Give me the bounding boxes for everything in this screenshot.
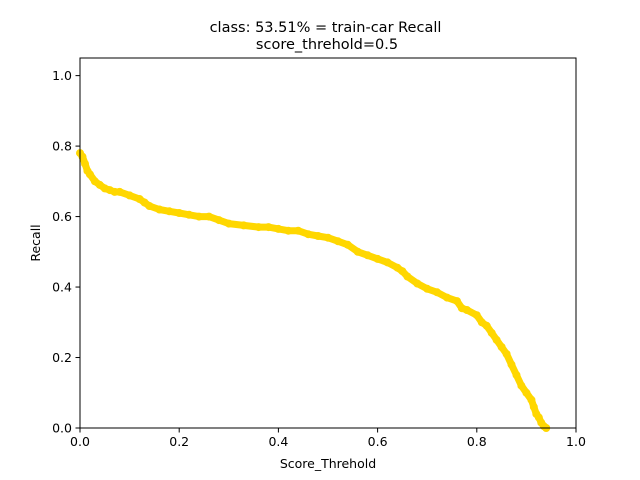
data-point: [363, 251, 372, 260]
data-point: [492, 335, 501, 344]
data-point: [527, 395, 536, 404]
data-point: [522, 388, 531, 397]
y-tick-label: 0.0: [52, 421, 72, 436]
series-line: [76, 149, 550, 432]
data-point: [433, 288, 442, 297]
data-point: [224, 219, 233, 228]
y-tick-label: 1.0: [52, 68, 72, 83]
series-layer: [76, 149, 551, 432]
y-axis-label: Recall: [28, 224, 43, 261]
x-axis: 0.0 0.2 0.4 0.6 0.8 1.0: [70, 428, 586, 449]
x-tick-label: 0.8: [467, 434, 487, 449]
data-point: [497, 343, 506, 351]
data-point: [517, 381, 526, 390]
x-axis-label: Score_Threhold: [280, 456, 376, 471]
data-point: [443, 293, 451, 302]
data-point: [85, 170, 94, 179]
data-point: [314, 232, 323, 240]
data-point: [214, 216, 223, 225]
y-tick-label: 0.6: [52, 209, 72, 224]
data-point: [254, 223, 263, 232]
x-tick-label: 0.4: [268, 434, 288, 449]
data-point: [125, 191, 134, 200]
data-point: [403, 272, 412, 281]
data-point: [423, 284, 432, 293]
chart-title: class: 53.51% = train-car Recall: [210, 20, 442, 36]
data-point: [165, 207, 174, 216]
data-point: [462, 306, 471, 314]
data-point: [529, 402, 538, 411]
data-point: [512, 371, 521, 380]
data-point: [264, 223, 273, 232]
data-point: [502, 350, 511, 358]
data-point: [175, 209, 184, 217]
data-point: [482, 321, 491, 330]
chart-subtitle: score_threhold=0.5: [256, 37, 398, 53]
data-point: [81, 159, 89, 168]
y-tick-label: 0.4: [52, 280, 72, 295]
data-point: [294, 226, 303, 235]
data-point: [155, 205, 164, 214]
data-point: [343, 240, 352, 249]
data-point: [472, 311, 481, 320]
data-point: [185, 210, 194, 219]
data-point: [333, 237, 342, 246]
data-point: [115, 187, 124, 196]
data-point: [413, 279, 422, 288]
plot-frame: [79, 57, 577, 429]
data-point: [304, 230, 313, 239]
y-axis: 0.0 0.2 0.4 0.6 0.8 1.0: [52, 68, 80, 436]
data-point: [195, 212, 203, 221]
data-point: [507, 360, 516, 369]
y-tick-label: 0.2: [52, 350, 72, 365]
data-point: [398, 267, 407, 276]
data-point: [373, 254, 382, 263]
data-point: [487, 328, 496, 337]
data-point: [284, 226, 293, 235]
x-tick-label: 0.2: [169, 434, 189, 449]
data-point: [239, 221, 248, 230]
data-point: [145, 202, 154, 210]
y-tick-label: 0.8: [52, 139, 72, 154]
data-point: [274, 224, 283, 233]
data-point: [324, 233, 332, 242]
x-tick-label: 0.6: [368, 434, 388, 449]
data-point: [453, 297, 461, 306]
x-tick-label: 1.0: [566, 434, 586, 449]
data-point: [383, 258, 392, 267]
x-tick-label: 0.0: [70, 434, 90, 449]
data-point: [353, 247, 362, 256]
data-point: [205, 212, 213, 221]
